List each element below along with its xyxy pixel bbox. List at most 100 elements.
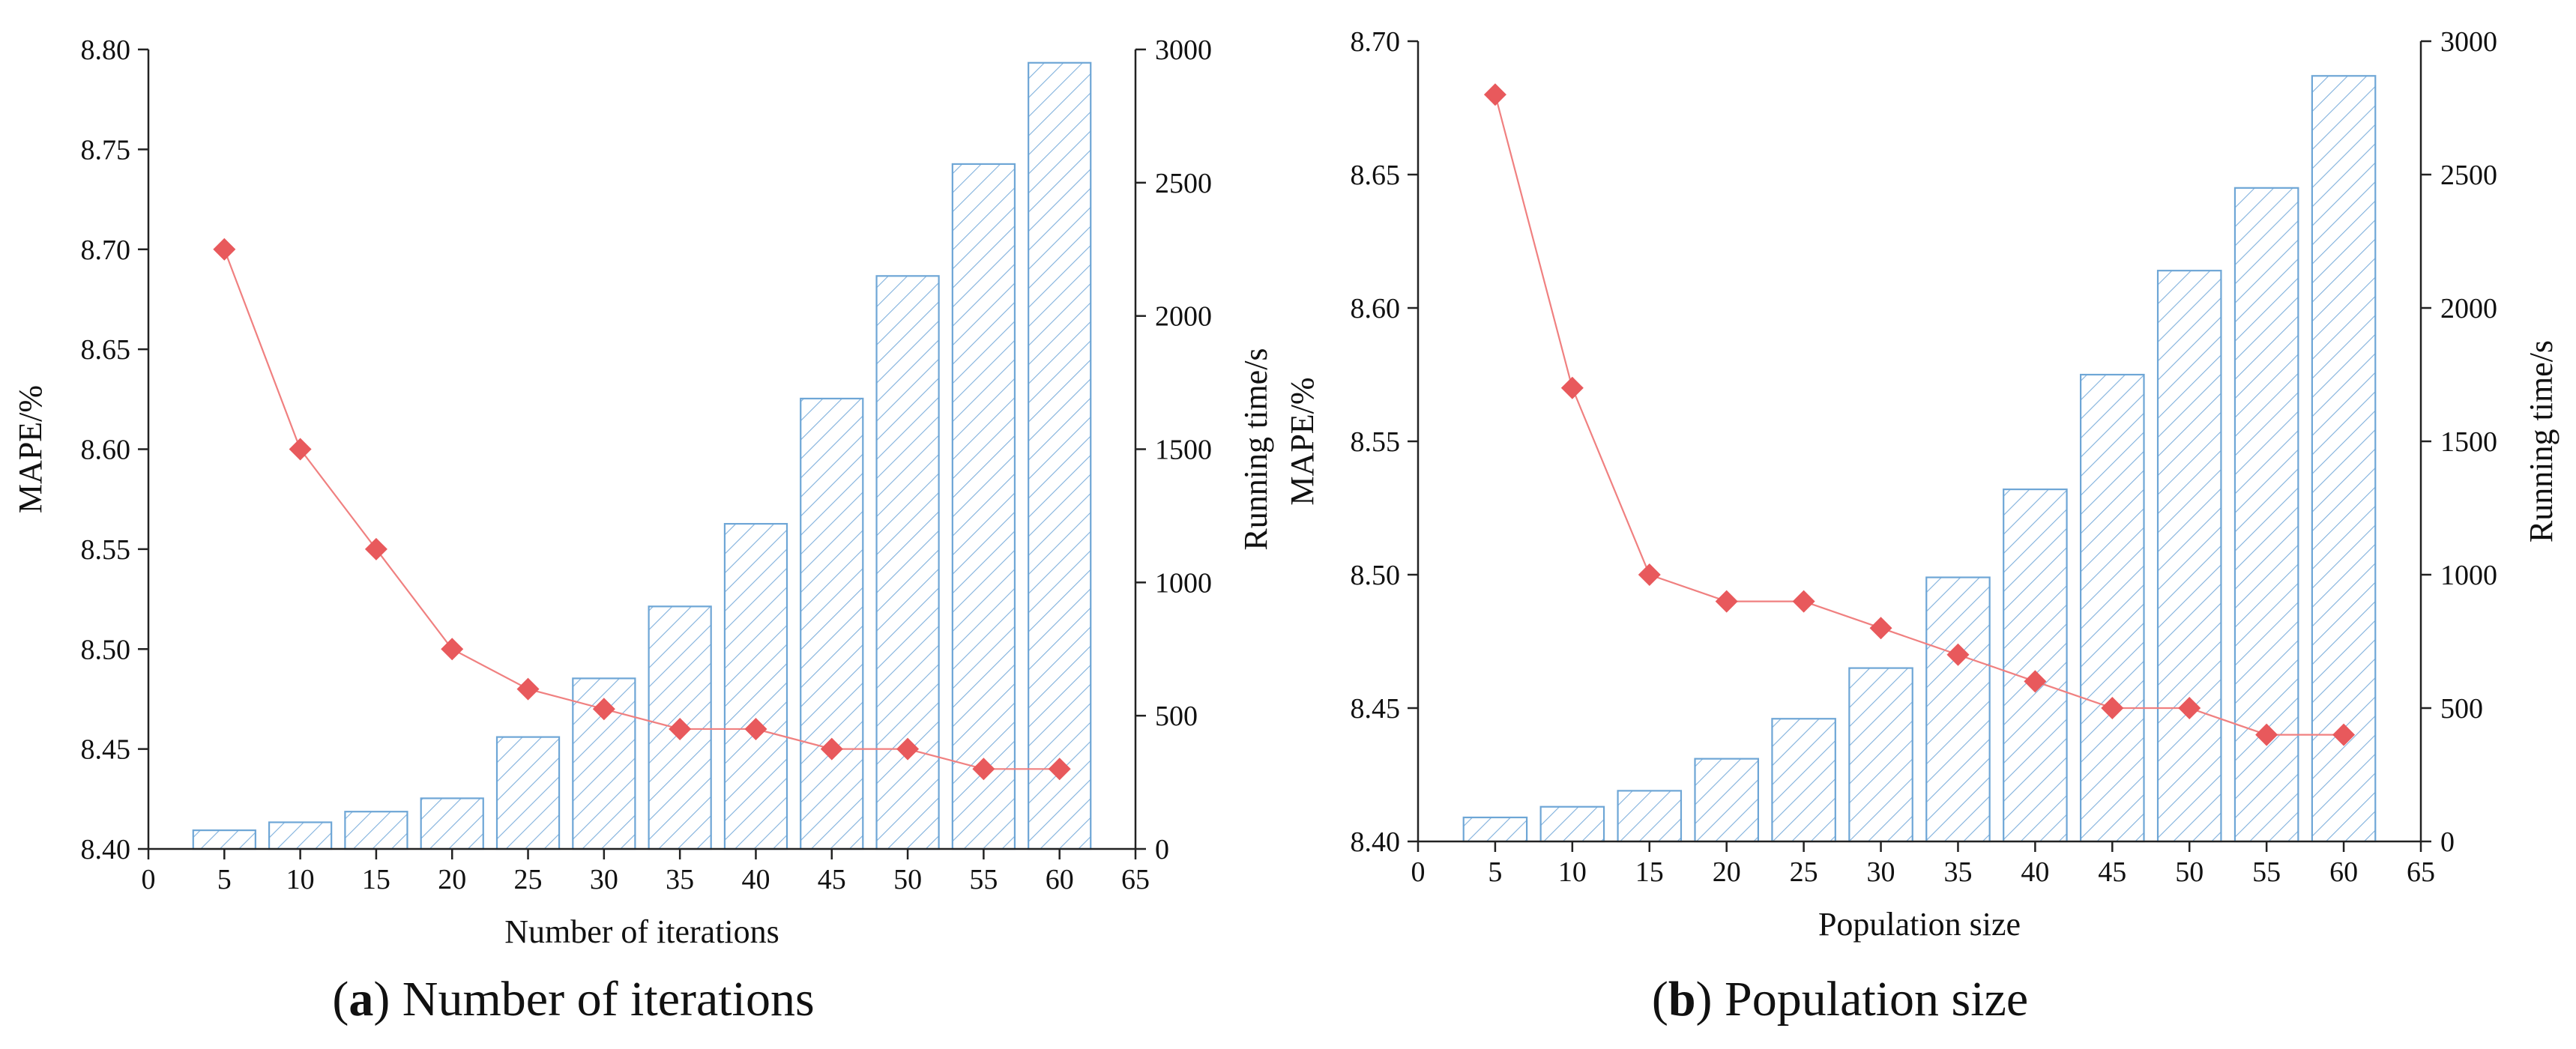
bar-20 [1694,758,1759,843]
x-tick-label: 0 [1411,856,1426,888]
y-right-tick-label: 2500 [1155,168,1212,199]
bar-40 [2003,488,2068,843]
x-tick-label: 45 [2098,856,2126,888]
y-right-tick-label: 500 [1155,701,1198,732]
bar-45 [2080,373,2145,843]
bar-35 [1925,576,1991,843]
bar-15 [344,811,408,850]
y-right-tick-label: 1000 [1155,567,1212,599]
y-left-tick-label: 8.45 [1351,693,1401,725]
y-left-axis-title: MAPE/% [1284,377,1321,505]
mape-point-35 [669,717,692,740]
x-tick-label: 40 [741,864,770,895]
bar-25 [495,736,561,850]
mape-point-30 [592,698,615,721]
mape-point-25 [516,677,540,701]
mape-point-50 [2178,697,2201,719]
x-tick-label: 50 [893,864,922,895]
y-left-tick-label: 8.60 [1351,293,1401,324]
x-axis-title: Population size [1818,906,2021,943]
x-tick-label: 25 [514,864,543,895]
mape-point-10 [289,438,312,461]
x-tick-label: 5 [1488,856,1502,888]
x-tick-label: 15 [1635,856,1664,888]
x-tick-label: 0 [142,864,156,895]
y-left-axis-title: MAPE/% [12,385,49,513]
x-tick-label: 35 [666,864,694,895]
y-right-tick-label: 3000 [1155,34,1212,66]
caption-a: (a) Number of iterations [332,972,814,1027]
x-tick-label: 10 [1558,856,1587,888]
bar-50 [2156,270,2222,843]
x-tick-label: 50 [2175,856,2204,888]
y-left-tick-label: 8.55 [81,534,131,566]
y-left-tick-label: 8.75 [81,134,131,166]
y-left-tick-label: 8.60 [81,435,131,466]
x-tick-label: 10 [286,864,315,895]
y-right-tick-label: 2000 [1155,301,1212,333]
bar-20 [420,797,484,850]
mape-point-20 [441,638,464,661]
x-tick-label: 45 [818,864,846,895]
y-right-axis-title: Running time/s [2523,340,2560,542]
mape-point-40 [2024,670,2047,693]
y-right-tick-label: 2500 [2440,160,2497,191]
bar-40 [723,522,788,850]
y-left-tick-label: 8.70 [81,235,131,266]
mape-point-25 [1792,590,1815,613]
mape-point-15 [364,537,387,560]
bar-60 [2311,75,2377,843]
y-left-tick-label: 8.40 [81,834,131,865]
x-tick-label: 40 [2021,856,2049,888]
x-tick-label: 60 [2329,856,2358,888]
mape-point-40 [744,717,767,740]
bar-55 [951,163,1016,850]
mape-point-15 [1638,563,1661,586]
mape-point-10 [1560,376,1584,399]
bar-10 [1539,805,1605,843]
x-tick-label: 30 [1867,856,1895,888]
x-tick-label: 5 [217,864,232,895]
mape-line [1494,94,2344,736]
x-tick-label: 35 [1943,856,1972,888]
y-right-tick-label: 3000 [2440,26,2497,58]
bar-50 [875,275,940,850]
mape-point-50 [896,737,920,761]
y-right-tick-label: 2000 [2440,293,2497,324]
mape-point-45 [2101,697,2124,719]
x-tick-label: 60 [1046,864,1074,895]
x-tick-label: 55 [969,864,998,895]
x-tick-label: 65 [1121,864,1150,895]
bar-15 [1617,790,1683,843]
caption-b: (b) Population size [1652,972,2028,1027]
mape-point-30 [1869,617,1892,640]
y-left-tick-label: 8.55 [1351,426,1401,458]
x-axis-title: Number of iterations [504,913,779,950]
y-left-tick-label: 8.50 [81,634,131,665]
mape-point-60 [1048,758,1071,781]
mape-point-5 [1483,83,1506,106]
x-tick-label: 25 [1790,856,1818,888]
bar-60 [1028,61,1092,850]
mape-line [223,249,1060,770]
mape-point-35 [1946,643,1970,666]
y-left-tick-label: 8.65 [1351,160,1401,191]
mape-point-45 [820,737,843,761]
bar-45 [800,397,864,850]
y-left-tick-label: 8.50 [1351,560,1401,591]
panel-a-chart: 0 5 10 15 20 25 30 35 40 45 50 55 60 65 8.40 8.45 8.50 8.… [12,34,1274,950]
y-right-axis-title: Running time/s [1237,348,1274,550]
y-left-tick-label: 8.40 [1351,826,1401,858]
y-left-tick-label: 8.65 [81,334,131,366]
mape-point-5 [213,238,236,261]
y-right-tick-label: 1500 [2440,426,2497,458]
bar-5 [1462,816,1528,843]
mape-point-55 [972,758,995,781]
y-left-tick-label: 8.70 [1351,26,1401,58]
y-right-tick-label: 0 [2440,826,2455,858]
mape-point-60 [2332,723,2356,746]
panel-b-chart: 0 5 10 15 20 25 30 35 40 45 50 55 60 65 8.40 8.45 8.50 8.… [1284,26,2560,943]
y-right-tick-label: 0 [1155,834,1169,865]
mape-point-20 [1715,590,1738,613]
bar-30 [1848,667,1913,843]
